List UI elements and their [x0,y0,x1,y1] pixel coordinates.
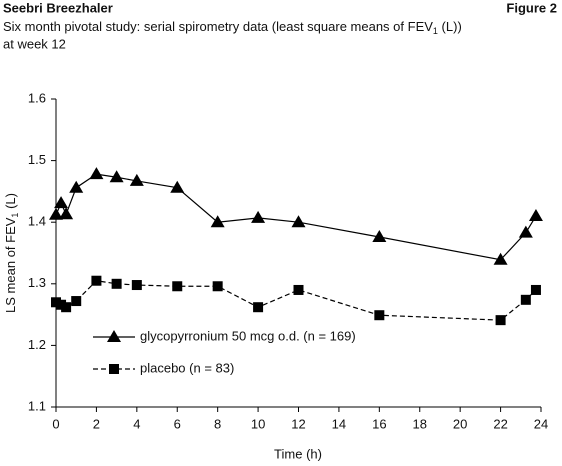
square-marker [56,299,67,310]
y-title-text: LS mean of FEV [3,217,18,313]
x-tick-label: 16 [372,416,386,431]
y-tick-label: 1.2 [28,337,46,352]
x-tick-label: 18 [413,416,427,431]
square-marker [495,315,506,326]
x-tick-label: 4 [133,416,140,431]
square-marker [293,284,304,295]
triangle-marker [528,209,543,222]
x-tick-label: 14 [332,416,346,431]
square-marker [61,302,72,313]
y-title-tail: (L) [3,193,18,213]
x-tick-label: 20 [453,416,467,431]
square-marker [172,281,183,292]
y-tick-label: 1.5 [28,152,46,167]
legend-marker [107,330,121,342]
square-marker [212,281,223,292]
x-tick-label: 10 [251,416,265,431]
chart-subtitle: at week 12 [3,36,66,51]
triangle-marker [170,180,185,193]
triangle-marker [251,210,266,223]
legend-label: placebo (n = 83) [140,360,234,375]
triangle-marker [49,207,63,220]
triangle-marker [59,207,74,220]
x-tick-label: 6 [174,416,181,431]
legend-label: glycopyrronium 50 mcg o.d. (n = 169) [140,328,356,343]
series-line [55,173,537,261]
y-axis-title: LS mean of FEV1 (L) [3,193,20,313]
square-marker [131,280,142,291]
triangle-marker [129,173,144,186]
triangle-marker [109,170,124,183]
triangle-marker [518,225,533,238]
square-marker [520,294,531,305]
triangle-marker [291,215,306,228]
y-tick-label: 1.6 [28,90,46,105]
triangle-marker [54,196,69,209]
square-marker [91,275,102,286]
x-tick-label: 2 [93,416,100,431]
square-marker [530,284,541,295]
square-marker [374,310,385,321]
square-marker [71,296,82,307]
triangle-marker [372,229,387,242]
y-tick-label: 1.1 [28,398,46,413]
x-tick-label: 0 [52,416,59,431]
x-tick-label: 12 [291,416,305,431]
square-marker [51,297,61,308]
square-marker [111,278,122,289]
legend-marker [109,364,119,374]
header-right: Figure 2 [506,0,557,15]
y-tick-label: 1.3 [28,275,46,290]
title-sub: 1 [433,26,438,36]
header-left: Seebri Breezhaler [3,0,113,15]
chart-title: Six month pivotal study: serial spiromet… [3,19,462,36]
x-tick-label: 24 [534,416,548,431]
x-axis-title: Time (h) [274,446,322,461]
triangle-marker [210,215,225,228]
y-tick-label: 1.4 [28,214,46,229]
triangle-marker [69,180,84,193]
x-tick-label: 8 [214,416,221,431]
title-tail: (L)) [438,19,462,34]
x-tick-label: 22 [493,416,507,431]
title-text: Six month pivotal study: serial spiromet… [3,19,433,34]
y-title-sub: 1 [10,213,20,218]
triangle-marker [493,252,508,265]
triangle-marker [89,167,104,180]
square-marker [253,302,264,313]
